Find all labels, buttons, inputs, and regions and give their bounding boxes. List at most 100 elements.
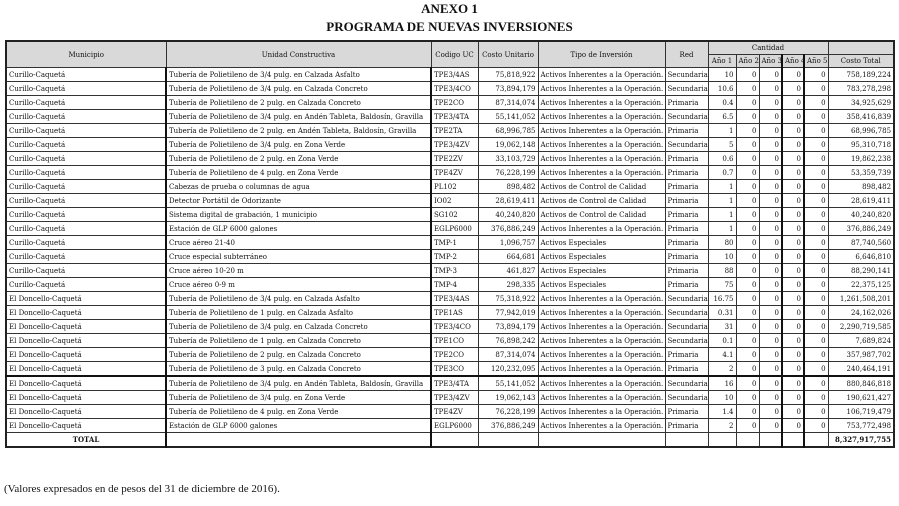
cell-tipo-inversion: Activos Inherentes a la Operación. [537,404,666,419]
cell-anio-1: 80 [707,235,737,250]
cell-anio-1: 1 [707,123,737,138]
cell-tipo-inversion: Activos Inherentes a la Operación. [537,347,666,362]
cell-anio-5: 0 [802,404,829,419]
cell-anio-5: 0 [802,179,829,194]
cell-codigo-uc: TPE3/4CO [430,81,479,96]
cell-anio-5: 0 [802,123,829,138]
cell-anio-1: 2 [707,418,737,433]
cell-red: Secundaria [664,67,709,82]
cell-anio-2: 0 [735,263,760,278]
cell-costo-unitario: 73,894,179 [477,81,539,96]
cell-codigo-uc: TPE2CO [430,95,479,110]
cell-red: Primaria [664,277,709,292]
cell-unidad-constructiva: Cruce aéreo 21-40 [165,235,432,250]
cell-tipo-inversion: Activos Inherentes a la Operación. [537,151,666,166]
table-row: Curillo-Caquetá Cruce aéreo 10-20 m TMP-3 4… [5,263,895,278]
cell-anio-2: 0 [735,305,760,320]
cell-costo-unitario: 664,681 [477,249,539,264]
cell-costo-total: 758,189,224 [827,67,895,82]
cell-anio-3: 0 [758,263,783,278]
cell-codigo-uc: TMP-4 [430,277,479,292]
cell-tipo-inversion: Activos Inherentes a la Operación. [537,95,666,110]
cell-costo-total: 2,290,719,585 [827,319,895,334]
cell-anio-2: 0 [735,390,760,405]
cell-unidad-constructiva: Tubería de Polietileno de 3 pulg. en Cal… [165,361,432,377]
document-subtitle: PROGRAMA DE NUEVAS INVERSIONES [326,19,573,34]
cell-anio-4: 0 [781,81,805,96]
cell-anio-2: 0 [735,207,760,222]
cell-anio-3: 0 [758,375,783,391]
cell-anio-4: 0 [781,390,805,405]
cell-costo-total: 88,290,141 [827,263,895,278]
table-row: El Doncello-Caquetá Tubería de Polietilen… [5,319,895,334]
cell-unidad-constructiva: Sistema digital de grabación, 1 municipi… [165,207,432,222]
cell-anio-3: 0 [758,137,783,152]
cell-municipio: El Doncello-Caquetá [5,305,167,320]
cell-unidad-constructiva: Cruce aéreo 10-20 m [165,263,432,278]
cell-anio-1: 4.1 [707,347,737,362]
cell-costo-total: 40,240,820 [827,207,895,222]
cell-costo-unitario: 40,240,820 [477,207,539,222]
cell-anio-1: 1 [707,193,737,208]
cell-codigo-uc: TPE3/4ZV [430,137,479,152]
cell-anio-4: 0 [781,249,805,264]
cell-unidad-constructiva: Tubería de Polietileno de 2 pulg. en And… [165,123,432,138]
cell-anio-3: 0 [758,109,783,124]
footnote: (Valores expresados en de pesos del 31 d… [4,483,280,495]
cell-anio-5: 0 [802,263,829,278]
cell-red: Primaria [664,179,709,194]
cell-costo-total: 6,646,810 [827,249,895,264]
cell-anio-3: 0 [758,319,783,334]
table-row: Curillo-Caquetá Tubería de Polietileno de… [5,67,895,82]
cell-costo-total: 898,482 [827,179,895,194]
cell-red: Primaria [664,418,709,433]
header-costo-total: Costo Total [827,54,895,68]
cell-tipo-inversion: Activos Inherentes a la Operación. [537,81,666,96]
cell-unidad-constructiva: Tubería de Polietileno de 4 pulg. en Zon… [165,165,432,180]
cell-red: Secundaria [664,81,709,96]
cell-anio-1: 5 [707,137,737,152]
cell-anio-1: 0.4 [707,95,737,110]
cell-anio-2: 0 [735,418,760,433]
cell-red: Primaria [664,347,709,362]
cell-unidad-constructiva: Tubería de Polietileno de 2 pulg. en Cal… [165,347,432,362]
cell-tipo-inversion: Activos Especiales [537,263,666,278]
cell-tipo-inversion: Activos Especiales [537,249,666,264]
cell-tipo-inversion: Activos de Control de Calidad [537,193,666,208]
cell-anio-5: 0 [802,375,829,391]
cell-municipio: Curillo-Caquetá [5,179,167,194]
table-row: Curillo-Caquetá Tubería de Polietileno de… [5,109,895,124]
header-anio-1: Año 1 [707,54,737,68]
cell-anio-5: 0 [802,277,829,292]
cell-tipo-inversion: Activos Inherentes a la Operación. [537,165,666,180]
cell-red: Primaria [664,123,709,138]
header-anio-5: Año 5 [802,54,829,68]
cell-anio-3: 0 [758,404,783,419]
cell-unidad-constructiva: Tubería de Polietileno de 3/4 pulg. en Z… [165,390,432,405]
cell-costo-unitario: 76,898,242 [477,333,539,348]
cell-costo-total: 357,987,702 [827,347,895,362]
cell-costo-total: 22,375,125 [827,277,895,292]
cell-costo-total: 7,689,824 [827,333,895,348]
total-label: TOTAL [5,432,167,448]
cell-costo-total: 106,719,479 [827,404,895,419]
table-row: Curillo-Caquetá Cruce especial subterráne… [5,249,895,264]
cell-anio-4: 0 [781,137,805,152]
cell-anio-4: 0 [781,404,805,419]
cell-red: Secundaria [664,333,709,348]
cell-red: Secundaria [664,390,709,405]
cell-anio-4: 0 [781,179,805,194]
cell-costo-unitario: 87,314,074 [477,95,539,110]
cell-codigo-uc: TMP-3 [430,263,479,278]
header-unidad-constructiva: Unidad Constructiva [165,40,432,68]
cell-anio-2: 0 [735,81,760,96]
cell-anio-5: 0 [802,137,829,152]
table-row: Curillo-Caquetá Tubería de Polietileno de… [5,151,895,166]
header-anio-3: Año 3 [758,54,783,68]
cell-anio-4: 0 [781,193,805,208]
cell-tipo-inversion: Activos Especiales [537,277,666,292]
table-row: El Doncello-Caquetá Tubería de Polietilen… [5,347,895,362]
cell-anio-2: 0 [735,375,760,391]
cell-municipio: El Doncello-Caquetá [5,347,167,362]
cell-anio-5: 0 [802,221,829,236]
